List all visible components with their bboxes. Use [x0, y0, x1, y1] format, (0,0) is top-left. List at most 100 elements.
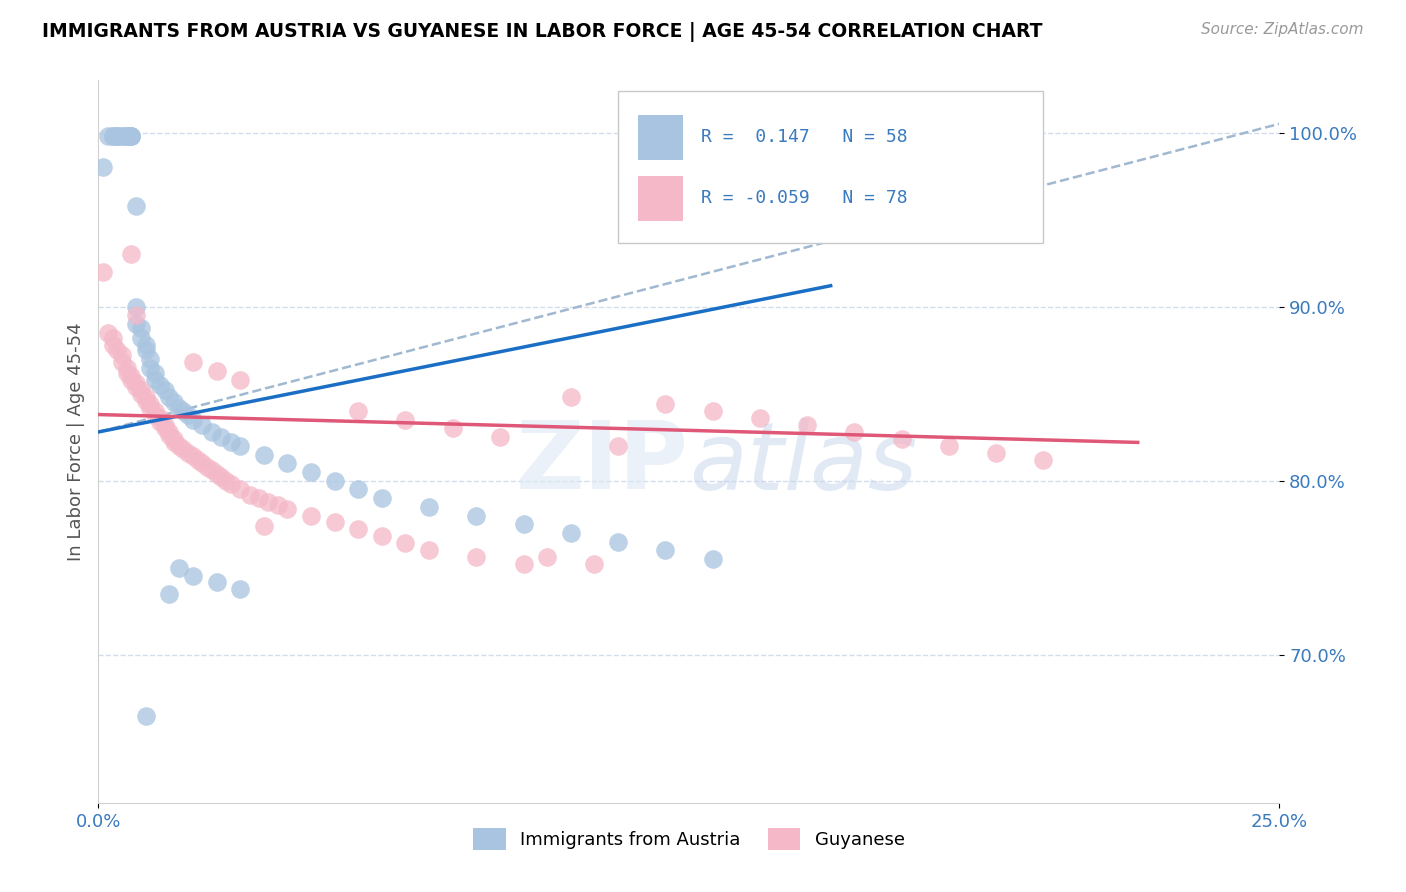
- Point: [512, 558, 534, 572]
- Point: [121, 128, 143, 143]
- Point: [139, 401, 162, 415]
- Point: [177, 408, 200, 422]
- Point: [347, 404, 370, 418]
- Point: [702, 404, 724, 418]
- Point: [201, 463, 224, 477]
- Point: [465, 508, 488, 523]
- Point: [560, 390, 582, 404]
- Point: [195, 459, 218, 474]
- Point: [347, 523, 370, 537]
- Point: [512, 517, 534, 532]
- Point: [239, 488, 262, 502]
- Point: [125, 380, 148, 394]
- Point: [229, 439, 252, 453]
- Point: [115, 360, 138, 375]
- Point: [205, 467, 228, 481]
- Point: [129, 331, 152, 345]
- Point: [125, 300, 148, 314]
- Point: [177, 446, 200, 460]
- Point: [149, 415, 172, 429]
- Point: [181, 355, 204, 369]
- Point: [323, 516, 346, 530]
- Point: [984, 446, 1007, 460]
- Point: [111, 355, 134, 369]
- Text: Source: ZipAtlas.com: Source: ZipAtlas.com: [1201, 22, 1364, 37]
- Text: IMMIGRANTS FROM AUSTRIA VS GUYANESE IN LABOR FORCE | AGE 45-54 CORRELATION CHART: IMMIGRANTS FROM AUSTRIA VS GUYANESE IN L…: [42, 22, 1043, 42]
- Point: [157, 425, 180, 439]
- Y-axis label: In Labor Force | Age 45-54: In Labor Force | Age 45-54: [66, 322, 84, 561]
- Point: [654, 397, 676, 411]
- Point: [115, 366, 138, 380]
- Point: [125, 317, 148, 331]
- Point: [139, 360, 162, 375]
- Point: [560, 525, 582, 540]
- Point: [205, 364, 228, 378]
- Point: [143, 404, 166, 418]
- Point: [125, 199, 148, 213]
- Point: [111, 128, 134, 143]
- Point: [219, 435, 242, 450]
- Text: R = -0.059   N = 78: R = -0.059 N = 78: [700, 189, 907, 207]
- Point: [215, 474, 238, 488]
- Point: [167, 561, 190, 575]
- Point: [536, 550, 558, 565]
- Point: [115, 128, 138, 143]
- Point: [105, 343, 128, 358]
- Point: [139, 397, 162, 411]
- Point: [105, 128, 128, 143]
- Point: [139, 351, 162, 366]
- Point: [209, 470, 232, 484]
- Point: [153, 383, 176, 397]
- Point: [1032, 452, 1054, 467]
- Point: [135, 390, 157, 404]
- Point: [394, 413, 416, 427]
- Point: [844, 425, 866, 439]
- FancyBboxPatch shape: [619, 91, 1043, 243]
- Point: [253, 519, 276, 533]
- Point: [121, 369, 143, 384]
- Point: [253, 448, 276, 462]
- Point: [890, 432, 912, 446]
- Point: [299, 465, 322, 479]
- Point: [167, 401, 190, 415]
- Point: [583, 558, 606, 572]
- Point: [149, 411, 172, 425]
- Point: [143, 408, 166, 422]
- Point: [276, 456, 298, 470]
- Point: [163, 432, 186, 446]
- Point: [172, 442, 194, 457]
- Point: [229, 582, 252, 596]
- Point: [91, 265, 114, 279]
- Point: [748, 411, 770, 425]
- Point: [129, 383, 152, 397]
- Point: [153, 417, 176, 432]
- Point: [394, 536, 416, 550]
- Point: [607, 534, 630, 549]
- Legend: Immigrants from Austria, Guyanese: Immigrants from Austria, Guyanese: [464, 819, 914, 859]
- Point: [267, 498, 290, 512]
- Point: [121, 373, 143, 387]
- Point: [101, 331, 124, 345]
- Point: [143, 366, 166, 380]
- Text: ZIP: ZIP: [516, 417, 689, 509]
- Point: [371, 491, 394, 505]
- Point: [465, 550, 488, 565]
- Point: [167, 439, 190, 453]
- Point: [105, 128, 128, 143]
- Point: [125, 376, 148, 391]
- Point: [205, 574, 228, 589]
- Point: [796, 417, 818, 432]
- Point: [702, 552, 724, 566]
- Point: [125, 308, 148, 322]
- Point: [163, 395, 186, 409]
- Point: [181, 413, 204, 427]
- Point: [129, 320, 152, 334]
- Point: [187, 452, 209, 467]
- Point: [201, 425, 224, 439]
- Point: [229, 483, 252, 497]
- Point: [97, 128, 120, 143]
- Point: [153, 421, 176, 435]
- Point: [276, 501, 298, 516]
- Point: [101, 338, 124, 352]
- Point: [607, 439, 630, 453]
